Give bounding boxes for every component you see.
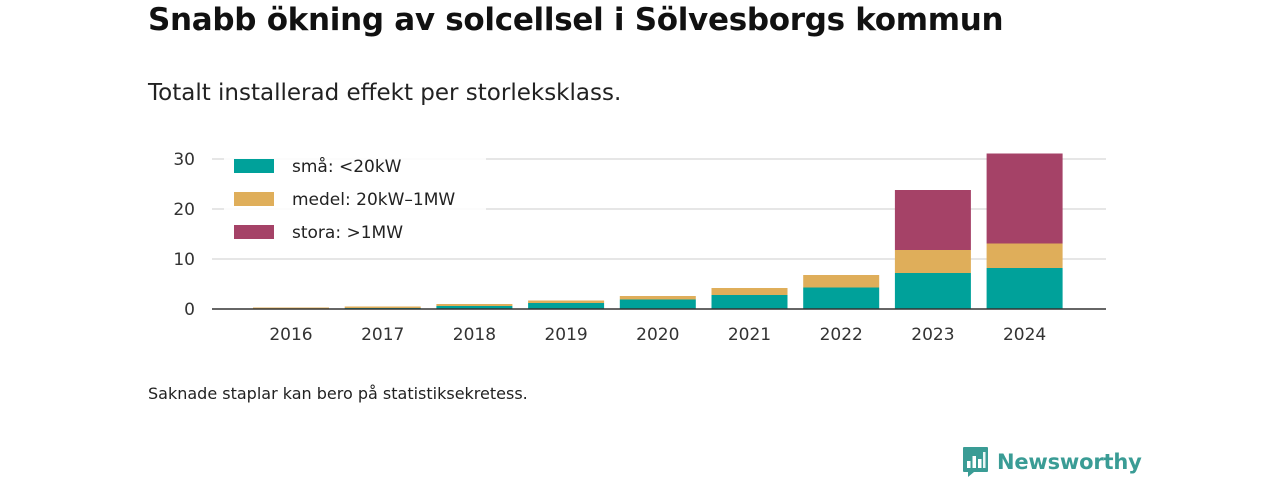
bar-segment (803, 287, 880, 309)
legend-swatch (234, 225, 274, 239)
bar-segment (894, 250, 971, 273)
bar-segment (803, 275, 880, 288)
bar-segment (619, 296, 696, 300)
chart-title: Snabb ökning av solcellsel i Sölvesborgs… (148, 2, 1004, 38)
x-tick-label: 2022 (820, 325, 863, 345)
bar-segment (711, 288, 788, 295)
bar-segment (711, 295, 788, 309)
legend-label: medel: 20kW–1MW (292, 190, 455, 210)
x-tick-label: 2020 (636, 325, 679, 345)
x-tick-label: 2019 (544, 325, 587, 345)
legend-label: stora: >1MW (292, 223, 403, 243)
brand-name: Newsworthy (997, 450, 1142, 474)
y-tick-label: 20 (173, 200, 195, 220)
bars (253, 153, 1063, 309)
legend-swatch (234, 159, 274, 173)
y-tick-label: 10 (173, 250, 195, 270)
legend-swatch (234, 192, 274, 206)
x-tick-label: 2023 (911, 325, 954, 345)
bar-segment (894, 190, 971, 250)
bar-segment (528, 303, 605, 309)
bar-segment (986, 268, 1063, 309)
bar-segment (894, 273, 971, 309)
y-tick-label: 0 (184, 300, 195, 320)
newsworthy-logo: Newsworthy (962, 446, 1142, 478)
y-tick-label: 30 (173, 150, 195, 170)
footnote: Saknade staplar kan bero på statistiksek… (148, 384, 528, 403)
y-axis-ticks: 0 10 20 30 (173, 150, 195, 320)
bar-segment (436, 304, 513, 306)
legend: små: <20kW medel: 20kW–1MW stora: >1MW (224, 152, 486, 246)
legend-label: små: <20kW (292, 156, 402, 177)
stacked-bar-chart: 0 10 20 30 2016 2017 2018 2019 2020 2021 2022 2023… (173, 150, 1106, 345)
x-tick-label: 2018 (453, 325, 496, 345)
bar-segment (436, 306, 513, 309)
x-tick-label: 2016 (269, 325, 312, 345)
newsworthy-logo-icon (963, 447, 988, 477)
bar-segment (253, 307, 329, 309)
bar-segment (619, 299, 696, 309)
bar-segment (986, 243, 1063, 268)
chart-subtitle: Totalt installerad effekt per storlekskl… (148, 80, 622, 106)
x-axis-ticks: 2016 2017 2018 2019 2020 2021 2022 2023 2024 (269, 325, 1046, 345)
x-tick-label: 2021 (728, 325, 771, 345)
x-tick-label: 2017 (361, 325, 404, 345)
bar-segment (344, 306, 421, 308)
x-tick-label: 2024 (1003, 325, 1046, 345)
bar-segment (528, 300, 605, 303)
bar-segment (986, 153, 1063, 244)
